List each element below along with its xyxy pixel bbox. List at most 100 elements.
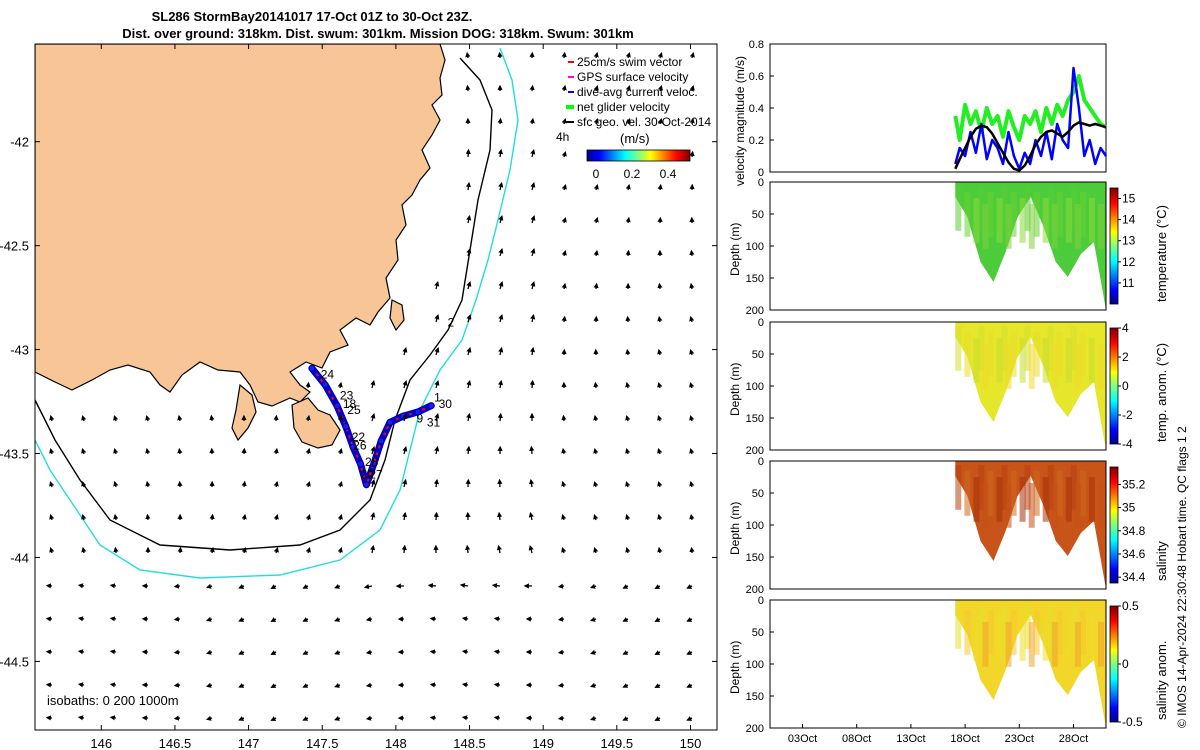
velocity-arrow [561, 249, 567, 257]
velocity-arrow [686, 650, 693, 655]
velocity-arrow [529, 117, 535, 125]
velocity-arrow [686, 617, 693, 622]
velocity-arrow [466, 247, 472, 257]
velocity-arrow [402, 446, 408, 455]
velocity-arrow [557, 616, 565, 622]
section-y-tick-label: 0 [758, 177, 764, 189]
velocity-arrow [625, 84, 631, 92]
velocity-arrow [561, 546, 567, 554]
velocity-arrow [370, 413, 376, 422]
time-x-tick-label: 23Oct [1005, 733, 1034, 745]
colorbar-tick-label: 0 [1122, 379, 1129, 393]
velocity-arrow [498, 215, 504, 224]
section-texture [1074, 483, 1081, 528]
section-texture [1033, 192, 1040, 237]
velocity-arrow [497, 117, 503, 125]
velocity-arrow [561, 414, 567, 422]
velocity-arrow [49, 513, 55, 521]
legend-item-swim-vector: 25cm/s swim vector [568, 55, 682, 69]
velocity-arrow [402, 380, 408, 389]
velocity-arrow [657, 348, 663, 356]
section-texture [996, 338, 1003, 383]
velocity-arrow [173, 616, 181, 622]
section-texture [1024, 604, 1031, 649]
velocity-arrow [305, 447, 311, 455]
track-point [333, 402, 341, 410]
section-texture [964, 192, 971, 237]
section-texture [1088, 616, 1095, 661]
velocity-arrow [497, 412, 503, 422]
legend-label: GPS surface velocity [577, 70, 688, 84]
colorbar-tick-label: 2 [1122, 350, 1129, 364]
section-texture [1010, 471, 1017, 516]
colorbar-tick: 0.4 [660, 167, 677, 181]
colorbar-tick-label: 34.8 [1122, 524, 1146, 538]
section-texture [1079, 471, 1086, 516]
section-texture [1074, 204, 1081, 249]
section-texture [1065, 198, 1072, 243]
velocity-arrow [498, 314, 504, 323]
section-texture [1070, 604, 1077, 649]
colorbar-label: salinity [1154, 541, 1169, 581]
velocity-arrow [529, 84, 535, 92]
velocity-arrow [622, 716, 629, 721]
velocity-arrow [528, 478, 535, 488]
velocity-arrow [81, 414, 87, 422]
velocity-arrow [561, 315, 567, 323]
map-y-tick-label: -43.5 [0, 447, 29, 462]
velocity-arrow [561, 150, 567, 158]
colorbar-tick-label: 14 [1122, 213, 1136, 227]
velocity-arrow [209, 546, 215, 554]
section-texture [1047, 465, 1054, 510]
time-x-tick-label: 08Oct [842, 733, 871, 745]
velocity-arrow [493, 649, 501, 655]
track-point [427, 402, 435, 410]
velocity-arrow [49, 480, 55, 488]
velocity-arrow [81, 480, 87, 488]
section-texture [1056, 192, 1063, 237]
velocity-arrow [530, 313, 536, 323]
velocity-arrow [557, 715, 565, 721]
velocity-arrow [466, 347, 472, 356]
colorbar-tick: 0 [593, 167, 600, 181]
section-texture [1051, 204, 1058, 249]
section-texture [1028, 204, 1035, 249]
velocity-arrow [77, 583, 85, 589]
velocity-arrow [270, 716, 277, 721]
section-texture [1028, 483, 1035, 528]
velocity-arrow [493, 682, 501, 688]
velocity-arrow [528, 544, 534, 554]
map-colorbar: 4h (m/s) 0 0.2 0.4 [556, 130, 691, 181]
section-texture [987, 192, 994, 237]
section-texture [1088, 338, 1095, 383]
velocity-arrow [209, 414, 215, 422]
track-point [342, 422, 350, 430]
map-x-tick-label: 147 [238, 736, 260, 750]
track-day-label: 9 [417, 411, 424, 425]
velocity-arrow [49, 414, 55, 422]
velocity-arrow [370, 446, 376, 455]
velocity-arrow [493, 616, 501, 622]
section-texture [964, 471, 971, 516]
velocity-arrow [530, 215, 536, 224]
velocity-arrow [498, 281, 504, 290]
section-texture [955, 326, 962, 371]
track-point [370, 460, 378, 468]
velocity-arrow [433, 511, 439, 521]
section-texture [978, 186, 985, 231]
section-panel-1: 0 50 100 150 200 Depth (m) 11 12 13 14 15 temperatu… [728, 177, 1169, 317]
colorbar-label: salinity anom. [1154, 641, 1169, 720]
section-texture [982, 483, 989, 528]
velocity-arrow [625, 51, 631, 59]
velocity-arrow [238, 617, 245, 622]
section-texture [1065, 338, 1072, 383]
velocity-arrow [402, 478, 408, 488]
section-y-tick-label: 200 [746, 445, 764, 457]
section-texture [1051, 483, 1058, 528]
velocity-arrow [466, 412, 472, 422]
velocity-arrow [657, 480, 663, 488]
velocity-arrow [625, 348, 631, 356]
velocity-arrow [593, 480, 599, 488]
velocity-arrow [370, 511, 376, 521]
